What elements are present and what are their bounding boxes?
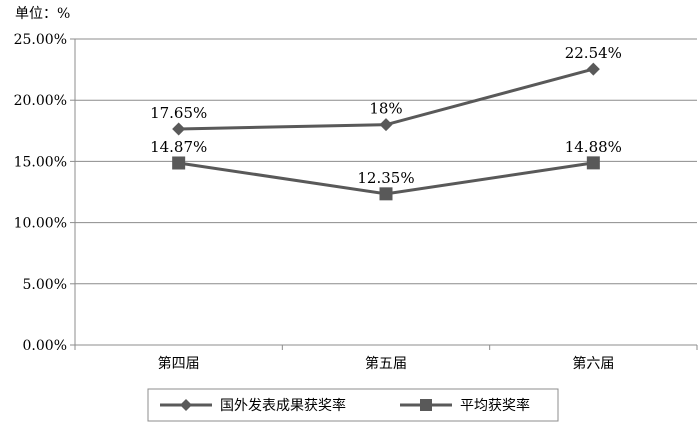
y-tick-label: 5.00% <box>23 277 67 293</box>
legend-entry: 国外发表成果获奖率 <box>160 397 346 414</box>
legend-label: 平均获奖率 <box>460 397 530 414</box>
legend-label: 国外发表成果获奖率 <box>220 397 346 414</box>
data-label: 22.54% <box>565 44 622 62</box>
y-axis-tick-labels: 25.00% 20.00% 15.00% 10.00% 5.00% 0.00% <box>14 32 67 354</box>
data-label: 18% <box>369 100 402 118</box>
data-label: 14.87% <box>150 138 207 156</box>
x-tick-label: 第六届 <box>572 355 614 372</box>
diamond-marker <box>379 118 393 132</box>
square-marker <box>586 156 600 170</box>
legend-box <box>147 388 559 422</box>
square-marker <box>379 187 393 201</box>
x-axis-tick-labels: 第四届 第五届 第六届 <box>158 355 615 372</box>
legend: 国外发表成果获奖率 平均获奖率 <box>147 388 559 422</box>
series-2: 14.87% 12.35% 14.88% <box>150 138 622 201</box>
x-tick-label: 第五届 <box>365 355 407 372</box>
diamond-marker <box>180 399 192 411</box>
y-tick-label: 25.00% <box>14 32 67 48</box>
diamond-marker <box>172 122 186 136</box>
y-tick-label: 10.00% <box>14 216 67 232</box>
series-group: 17.65% 18% 22.54% 14.87% 12.35% 14.88% <box>150 44 622 201</box>
data-label: 12.35% <box>357 169 414 187</box>
data-label: 14.88% <box>565 138 622 156</box>
data-label: 17.65% <box>150 104 207 122</box>
y-tick-label: 15.00% <box>14 154 67 170</box>
legend-entry: 平均获奖率 <box>400 397 530 414</box>
x-tick-label: 第四届 <box>158 355 200 372</box>
square-marker <box>420 399 432 411</box>
gridlines <box>75 38 697 285</box>
square-marker <box>172 156 186 170</box>
y-tick-label: 20.00% <box>14 93 67 109</box>
y-tick-label: 0.00% <box>23 338 67 354</box>
series-1: 17.65% 18% 22.54% <box>150 44 622 136</box>
axes <box>70 38 698 350</box>
diamond-marker <box>586 62 600 76</box>
unit-label: 单位：% <box>15 6 70 22</box>
